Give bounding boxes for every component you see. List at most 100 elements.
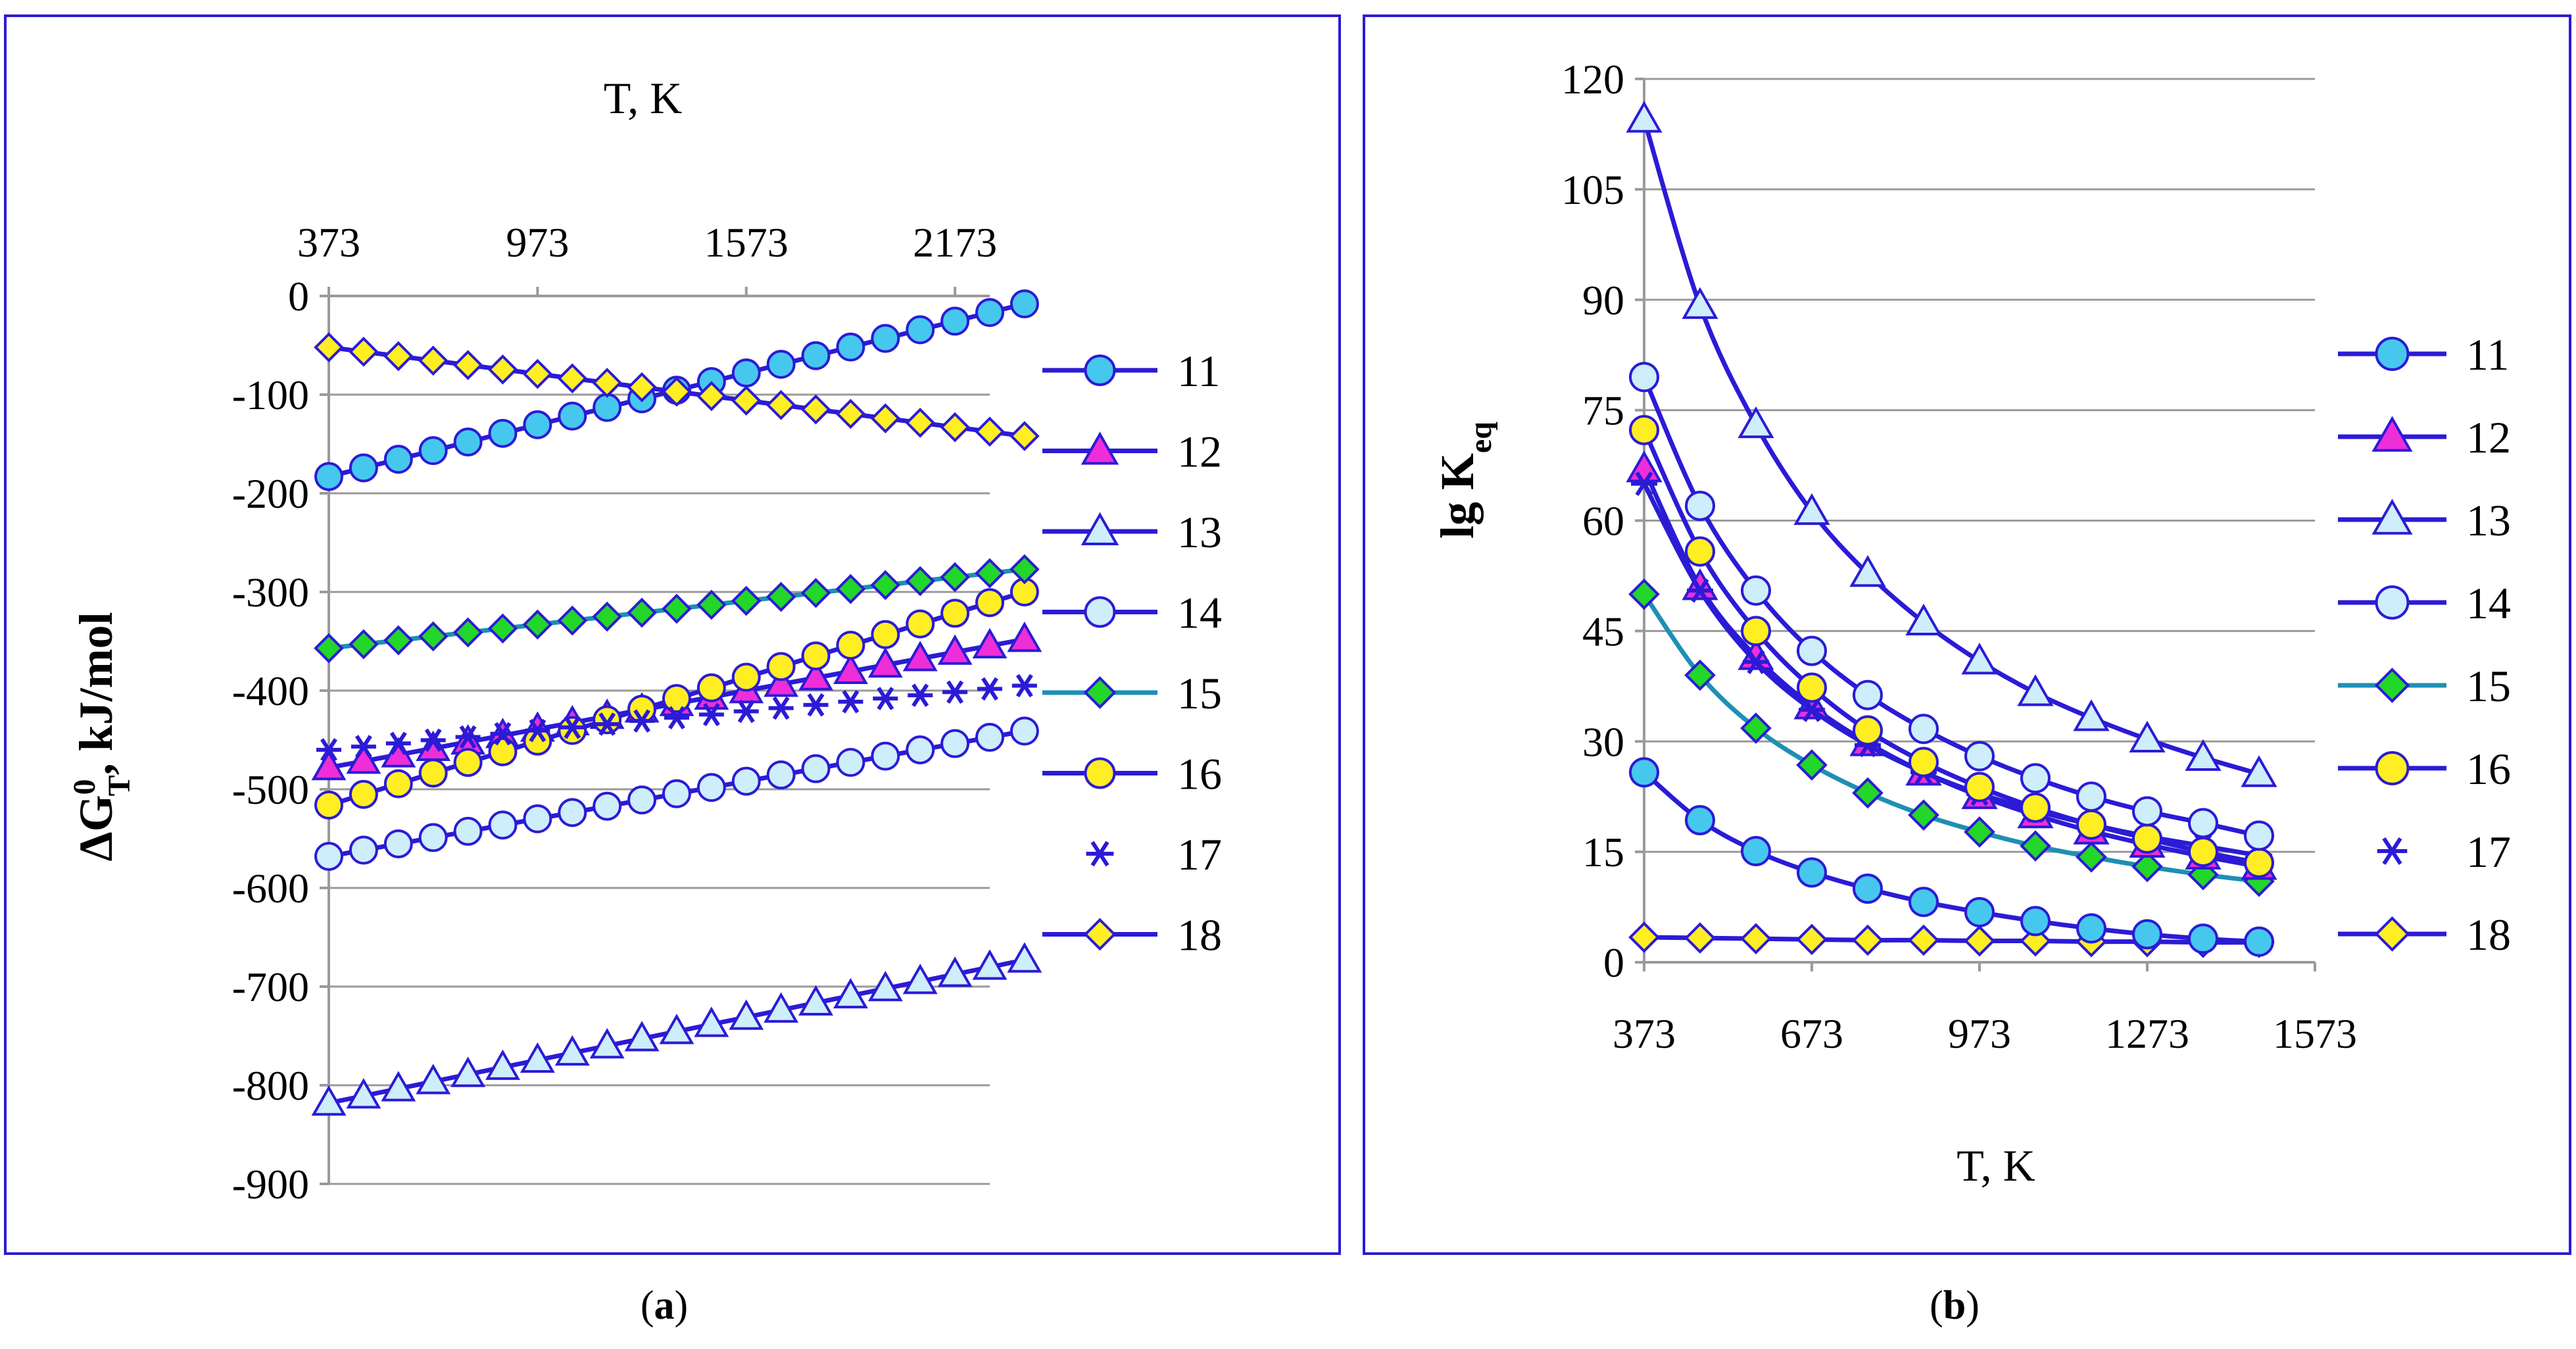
y-tick-label-a-2: -200 (232, 470, 309, 517)
point-a-13-6 (520, 1042, 555, 1073)
point-b-16-1 (1685, 536, 1715, 567)
point-a-15-12 (731, 585, 762, 616)
point-a-13-9 (624, 1021, 660, 1052)
point-a-13-14 (798, 985, 833, 1016)
legend-label-b-12: 12 (2466, 412, 2511, 462)
legend-marker-a-17 (1086, 841, 1114, 867)
legend-marker-b-17 (2377, 837, 2408, 866)
legend-marker-a-15 (1083, 676, 1117, 709)
point-a-12-15 (833, 653, 868, 684)
point-a-18-9 (627, 372, 657, 403)
point-a-15-11 (696, 589, 727, 620)
series-line-b-13 (1641, 118, 2260, 776)
point-b-16-5 (1908, 747, 1939, 777)
point-a-13-10 (659, 1014, 694, 1044)
point-a-14-7 (558, 798, 587, 827)
series-b-14 (1629, 362, 2274, 851)
point-b-15-2 (1740, 712, 1772, 744)
y-tick-label-a-8: -800 (232, 1062, 309, 1109)
series-line-b-11 (1642, 770, 2260, 944)
point-b-15-8 (2076, 841, 2107, 873)
point-a-11-20 (1009, 289, 1039, 318)
point-a-16-0 (314, 791, 343, 820)
point-a-13-11 (694, 1006, 729, 1037)
point-b-13-6 (1961, 643, 1998, 675)
point-b-11-9 (2132, 919, 2162, 950)
y-axis-title-a: ΔG0T, kJ/mol (67, 612, 137, 861)
y-tick-label-b-3: 45 (1582, 608, 1624, 654)
point-a-13-15 (833, 977, 868, 1009)
legend-marker-a-16 (1084, 757, 1116, 789)
point-a-17-15 (838, 690, 863, 714)
point-a-14-5 (488, 810, 518, 840)
point-b-18-6 (1964, 925, 1995, 957)
point-a-11-19 (975, 298, 1004, 328)
point-b-11-2 (1741, 836, 1771, 867)
point-b-14-6 (1964, 741, 1995, 772)
point-a-11-17 (906, 315, 935, 345)
point-b-16-10 (2188, 837, 2218, 868)
legend-marker-a-13 (1081, 512, 1119, 545)
legend-label-a-13: 13 (1177, 507, 1222, 557)
series-a-16 (314, 577, 1039, 820)
legend-b-18: 18 (2338, 910, 2511, 960)
point-b-18-2 (1740, 923, 1772, 955)
point-b-11-11 (2244, 926, 2274, 957)
y-tick-label-a-6: -600 (232, 865, 309, 912)
point-b-15-5 (1908, 799, 1939, 831)
point-a-12-13 (764, 666, 799, 697)
point-a-11-15 (836, 332, 865, 362)
point-a-14-8 (593, 791, 622, 821)
point-a-15-20 (1009, 554, 1040, 585)
point-b-15-7 (2020, 830, 2051, 862)
chart-a: 373 973 1573 2173 0 -100 -200 -300 -400 -500 -600 -… (67, 73, 1223, 1208)
point-a-16-19 (975, 588, 1004, 618)
point-a-14-12 (731, 766, 761, 796)
point-a-13-3 (416, 1064, 451, 1094)
point-a-13-4 (450, 1056, 486, 1087)
y-axis-title-b: lg Keq (1431, 422, 1498, 539)
point-b-15-1 (1684, 659, 1716, 691)
point-a-16-18 (940, 599, 970, 628)
point-a-11-13 (766, 349, 796, 379)
legend-label-a-14: 14 (1177, 588, 1222, 638)
series-a-17 (316, 674, 1037, 762)
point-b-14-4 (1853, 679, 1883, 710)
point-b-14-7 (2020, 763, 2051, 794)
point-a-15-10 (662, 593, 692, 624)
point-a-11-7 (558, 401, 587, 431)
point-b-17-2 (1743, 649, 1769, 674)
point-a-17-14 (803, 693, 829, 717)
point-a-17-13 (768, 696, 794, 720)
point-b-14-10 (2188, 808, 2218, 839)
point-a-14-4 (453, 816, 483, 846)
point-b-17-0 (1631, 471, 1657, 497)
point-a-18-18 (940, 412, 970, 443)
point-b-16-6 (1964, 772, 1995, 802)
point-b-14-2 (1741, 575, 1771, 606)
y-tick-label-a-0: 0 (288, 273, 309, 320)
point-a-13-13 (764, 992, 799, 1023)
point-a-18-13 (766, 389, 796, 420)
point-a-16-14 (801, 641, 831, 671)
point-b-14-5 (1908, 714, 1939, 745)
point-a-15-19 (975, 558, 1005, 589)
point-a-17-19 (977, 677, 1002, 701)
legend-b-12: 12 (2338, 412, 2511, 462)
series-a-14 (314, 716, 1039, 871)
chart-b: 373 673 973 1273 1573 0 15 30 45 60 75 90 105 120 T, K… (1431, 56, 2511, 1190)
point-b-11-5 (1908, 887, 1939, 918)
point-a-15-9 (627, 597, 657, 628)
legend-b-16: 16 (2338, 744, 2511, 794)
point-a-17-17 (908, 683, 933, 707)
legend-marker-b-13 (2371, 499, 2413, 535)
legend-b-17: 17 (2377, 827, 2511, 877)
legend-marker-a-14 (1084, 596, 1116, 628)
point-b-11-10 (2188, 923, 2218, 954)
y-tick-label-a-9: -900 (232, 1161, 309, 1208)
point-a-11-3 (418, 436, 448, 466)
point-a-16-16 (871, 620, 900, 649)
legend-label-b-18: 18 (2466, 910, 2511, 960)
point-a-14-1 (349, 835, 378, 865)
point-a-11-8 (593, 393, 622, 422)
